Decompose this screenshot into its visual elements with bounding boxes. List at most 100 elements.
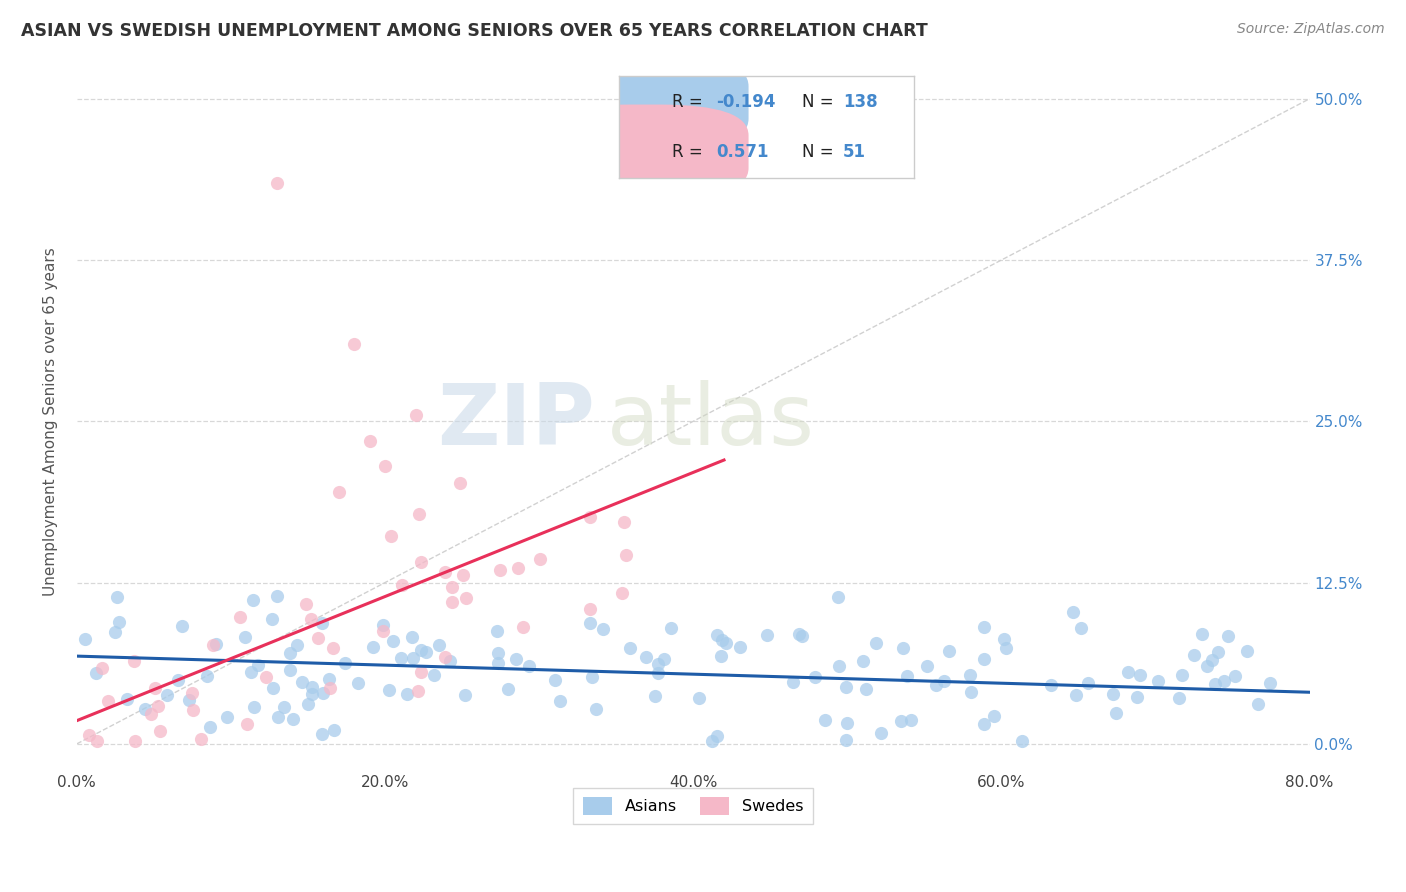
Text: ZIP: ZIP: [437, 380, 595, 463]
Point: [204, 637, 226, 651]
Point: [143, 681, 166, 696]
Point: [401, 631, 423, 645]
Point: [195, 669, 218, 683]
Point: [647, 666, 669, 681]
Point: [1236, 644, 1258, 658]
Point: [346, 675, 368, 690]
Point: [506, 561, 529, 575]
Point: [585, 701, 607, 715]
FancyBboxPatch shape: [541, 104, 748, 199]
Point: [828, 659, 851, 673]
Point: [373, 618, 395, 632]
Point: [149, 723, 172, 738]
Point: [896, 668, 918, 682]
Point: [1168, 690, 1191, 705]
Point: [451, 568, 474, 582]
Point: [415, 644, 437, 658]
Point: [239, 665, 262, 680]
Point: [322, 640, 344, 655]
Point: [440, 595, 463, 609]
Point: [612, 586, 634, 600]
Point: [1011, 734, 1033, 748]
Point: [579, 510, 602, 524]
Point: [433, 650, 456, 665]
Point: [395, 687, 418, 701]
Point: [891, 641, 914, 656]
FancyBboxPatch shape: [541, 55, 748, 150]
Point: [835, 681, 858, 695]
Point: [614, 548, 637, 562]
Point: [512, 620, 534, 634]
Point: [283, 712, 305, 726]
Text: ASIAN VS SWEDISH UNEMPLOYMENT AMONG SENIORS OVER 65 YEARS CORRELATION CHART: ASIAN VS SWEDISH UNEMPLOYMENT AMONG SENI…: [21, 22, 928, 40]
Legend: Asians, Swedes: Asians, Swedes: [574, 788, 813, 824]
Point: [960, 685, 983, 699]
Point: [706, 628, 728, 642]
Point: [787, 627, 810, 641]
Point: [440, 580, 463, 594]
Point: [77, 728, 100, 742]
Point: [711, 633, 734, 648]
Point: [103, 625, 125, 640]
Point: [333, 657, 356, 671]
Point: [485, 624, 508, 638]
Point: [266, 589, 288, 603]
Point: [108, 615, 131, 630]
Point: [374, 459, 396, 474]
Point: [578, 616, 600, 631]
Text: 0.571: 0.571: [716, 143, 769, 161]
Point: [994, 640, 1017, 655]
Point: [1062, 605, 1084, 619]
Point: [529, 552, 551, 566]
Point: [411, 555, 433, 569]
Point: [1171, 668, 1194, 682]
Point: [170, 619, 193, 633]
Point: [983, 709, 1005, 723]
Point: [619, 640, 641, 655]
Point: [155, 688, 177, 702]
Text: atlas: atlas: [607, 380, 815, 463]
Point: [242, 593, 264, 607]
Point: [124, 734, 146, 748]
Point: [1212, 673, 1234, 688]
Point: [496, 681, 519, 696]
Point: [91, 660, 114, 674]
Point: [644, 689, 666, 703]
Text: R =: R =: [672, 94, 707, 112]
Point: [377, 683, 399, 698]
Point: [285, 638, 308, 652]
Point: [1126, 690, 1149, 705]
Point: [900, 713, 922, 727]
Point: [730, 640, 752, 654]
Point: [179, 693, 201, 707]
Point: [434, 565, 457, 579]
Point: [1129, 668, 1152, 682]
Point: [361, 640, 384, 654]
Point: [613, 515, 636, 529]
Point: [359, 434, 381, 448]
Point: [86, 734, 108, 748]
Point: [290, 674, 312, 689]
Point: [865, 636, 887, 650]
Point: [710, 648, 733, 663]
Point: [322, 723, 344, 737]
Point: [97, 694, 120, 708]
Point: [1258, 675, 1281, 690]
Point: [890, 714, 912, 728]
Point: [973, 652, 995, 666]
Text: R =: R =: [672, 143, 713, 161]
Point: [301, 680, 323, 694]
Point: [1191, 627, 1213, 641]
Text: N =: N =: [801, 94, 838, 112]
Text: -0.194: -0.194: [716, 94, 776, 112]
Point: [544, 673, 567, 687]
Point: [278, 646, 301, 660]
Point: [75, 632, 97, 646]
Point: [229, 609, 252, 624]
Point: [827, 590, 849, 604]
Point: [246, 658, 269, 673]
Point: [1102, 687, 1125, 701]
Point: [115, 692, 138, 706]
Point: [202, 638, 225, 652]
Point: [932, 673, 955, 688]
